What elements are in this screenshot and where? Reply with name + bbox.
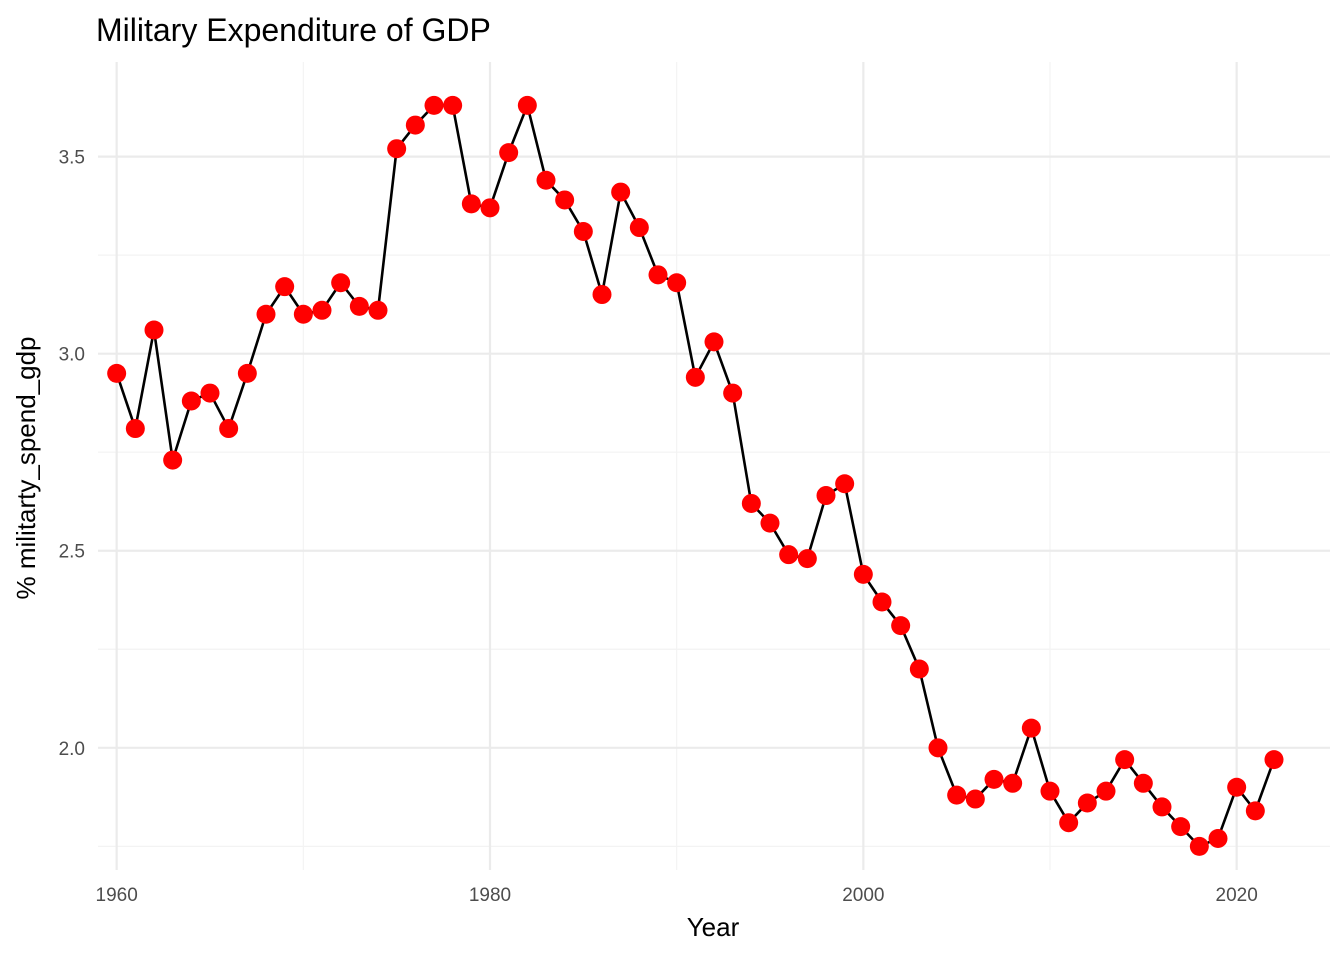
data-point [1152,797,1172,817]
data-point [256,304,276,324]
data-point [816,486,836,506]
data-point [555,190,575,210]
data-point [1133,773,1153,793]
data-point [704,332,724,352]
data-point [965,789,985,809]
data-point [611,182,631,202]
data-point [536,170,556,190]
data-point [1021,718,1041,738]
data-point [1040,781,1060,801]
x-tick-label: 1980 [469,885,511,906]
data-point [499,143,519,163]
data-point [1096,781,1116,801]
data-point [909,659,929,679]
data-point [387,139,407,159]
data-point [984,769,1004,789]
data-point [107,363,127,383]
y-axis-title: % militarty_spend_gdp [11,336,41,599]
data-point [144,320,164,340]
data-point [853,564,873,584]
data-point [312,300,332,320]
chart-title: Military Expenditure of GDP [96,12,491,48]
data-point [1003,773,1023,793]
data-point [573,221,593,241]
x-tick-label: 2000 [842,885,884,906]
data-point [779,545,799,565]
data-point [1208,828,1228,848]
data-point [891,616,911,636]
data-point [163,450,183,470]
data-point [1059,813,1079,833]
x-tick-label: 1960 [96,885,138,906]
grid [98,62,1330,870]
data-point [723,383,743,403]
data-point [443,95,463,115]
data-point [1227,777,1247,797]
series-line-group [115,104,1276,848]
data-point [237,363,257,383]
data-point [424,95,444,115]
data-point [461,194,481,214]
data-point [480,198,500,218]
data-point [797,549,817,569]
data-point [331,273,351,293]
series-line [115,104,1276,848]
data-point [760,513,780,533]
data-point [275,277,295,297]
data-point [1245,801,1265,821]
data-point [125,419,145,439]
data-point [1264,750,1284,770]
data-point [1171,817,1191,837]
data-point [181,391,201,411]
data-point [219,419,239,439]
data-point [741,493,761,513]
data-point [835,474,855,494]
y-tick-label: 3.5 [59,148,85,169]
series-points [107,95,1284,856]
y-tick-label: 3.0 [59,345,85,366]
x-axis-title: Year [687,912,740,942]
data-point [685,367,705,387]
data-point [1077,793,1097,813]
data-point [200,383,220,403]
data-point [872,592,892,612]
data-point [1189,836,1209,856]
data-point [368,300,388,320]
data-point [648,265,668,285]
data-point [517,95,537,115]
x-tick-label: 2020 [1216,885,1258,906]
data-point [629,218,649,238]
y-tick-label: 2.0 [59,739,85,760]
tick-labels: 1960 1980 2000 2020 2.0 2.5 3.0 3.5 [59,148,1258,906]
data-point [947,785,967,805]
data-point [592,285,612,305]
data-point [667,273,687,293]
y-tick-label: 2.5 [59,542,85,563]
data-point [349,296,369,316]
data-point [293,304,313,324]
data-point [405,115,425,135]
data-point [1115,750,1135,770]
data-point [928,738,948,758]
